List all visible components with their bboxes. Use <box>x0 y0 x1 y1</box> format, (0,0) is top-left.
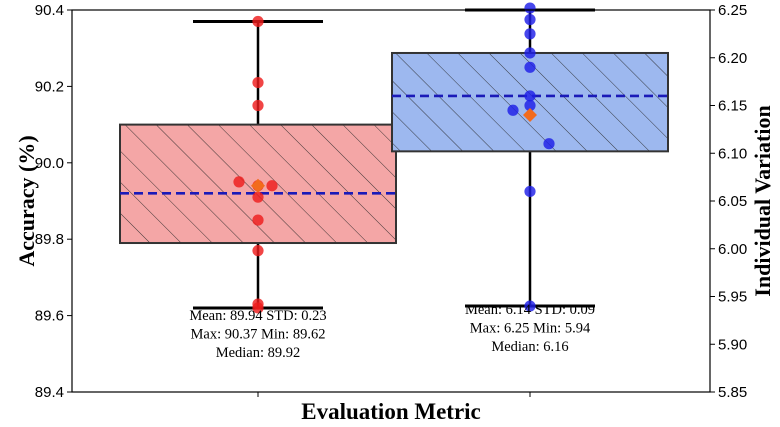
mean-marker <box>251 178 265 193</box>
data-point <box>524 61 536 73</box>
data-point <box>252 245 264 257</box>
stats-line: Mean: 89.94 STD: 0.23 <box>189 308 326 324</box>
data-point <box>252 15 264 28</box>
data-point <box>524 13 536 26</box>
data-point <box>524 90 536 102</box>
box-1: Mean: 6.14 STD: 0.09 Max: 6.25 Min: 5.94 M… <box>391 2 669 355</box>
data-point <box>524 28 536 40</box>
left-axis-tick-label: 90.0 <box>35 155 64 172</box>
data-point <box>524 185 536 198</box>
stats-line: Mean: 6.14 STD: 0.09 <box>465 302 595 318</box>
data-point <box>266 180 278 192</box>
data-point <box>252 214 264 226</box>
right-axis-tick-label: 5.85 <box>718 384 747 401</box>
stats-line: Median: 89.92 <box>216 345 301 361</box>
left-axis-tick-label: 89.8 <box>35 231 64 248</box>
right-axis-tick-label: 6.05 <box>718 193 747 210</box>
box-0: Mean: 89.94 STD: 0.23 Max: 90.37 Min: 89.… <box>119 15 397 361</box>
data-point <box>252 302 264 314</box>
data-point <box>524 300 536 312</box>
left-axis-tick-label: 89.4 <box>35 384 64 401</box>
stats-line: Max: 6.25 Min: 5.94 <box>470 321 591 337</box>
right-axis-tick-label: 6.10 <box>718 145 747 162</box>
right-axis-tick-label: 5.95 <box>718 289 747 306</box>
left-axis-tick-label: 90.4 <box>35 2 64 19</box>
data-point <box>524 2 536 14</box>
data-point <box>233 176 245 188</box>
data-point <box>524 99 536 112</box>
right-axis-tick-label: 6.20 <box>718 50 747 67</box>
left-axis-tick-label: 90.2 <box>35 78 64 95</box>
data-point <box>252 191 264 203</box>
left-axis-tick-label: 89.6 <box>35 308 64 325</box>
right-axis-tick-label: 6.00 <box>718 241 747 258</box>
stats-line: Max: 90.37 Min: 89.62 <box>191 327 326 343</box>
right-axis-tick-label: 6.15 <box>718 98 747 115</box>
right-axis-title: Individual Variation <box>750 105 775 296</box>
data-point <box>252 76 264 89</box>
box-outline <box>119 123 397 245</box>
right-axis-tick-label: 6.25 <box>718 2 747 19</box>
left-axis-title: Accuracy (%) <box>14 135 39 266</box>
x-axis-title: Evaluation Metric <box>301 399 481 424</box>
data-point <box>524 47 536 59</box>
right-axis-tick-label: 5.90 <box>718 336 747 353</box>
data-point <box>252 99 264 112</box>
stats-line: Median: 6.16 <box>491 339 568 355</box>
data-point <box>507 104 519 116</box>
data-point <box>543 138 555 150</box>
mean-marker <box>523 108 537 123</box>
